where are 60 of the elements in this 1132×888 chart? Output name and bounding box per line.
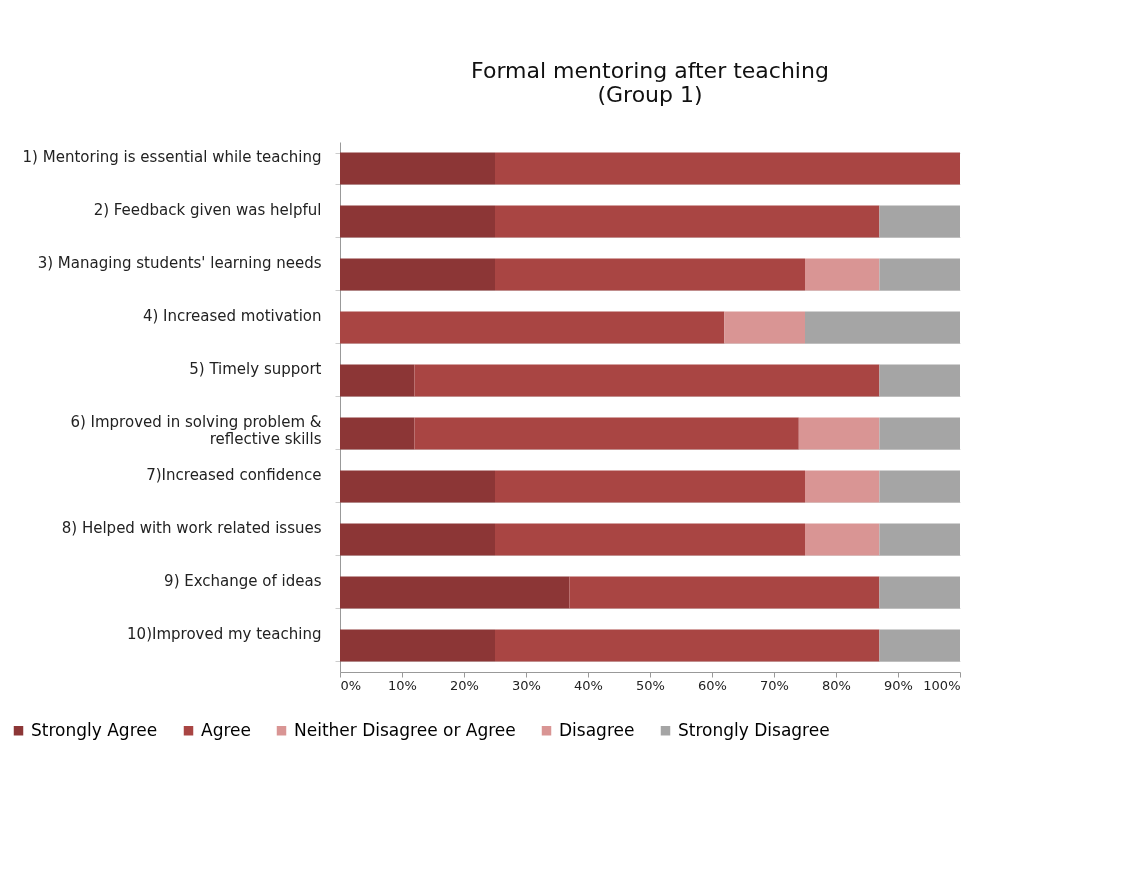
chart-title: Formal mentoring after teaching (Group 1) bbox=[471, 58, 829, 107]
y-tick-label: 7)Increased confidence bbox=[146, 466, 322, 484]
x-tick-label: 10% bbox=[388, 677, 417, 693]
bar bbox=[340, 523, 495, 556]
bar bbox=[340, 205, 495, 238]
bar bbox=[340, 629, 495, 662]
bar bbox=[805, 311, 960, 344]
y-tick-label: 4) Increased motivation bbox=[142, 307, 322, 325]
y-tick-label: 10)Improved my teaching bbox=[127, 625, 322, 643]
x-tick-label: 60% bbox=[698, 677, 727, 693]
bar bbox=[879, 629, 960, 662]
y-tick-label: 1) Mentoring is essential while teaching bbox=[22, 148, 322, 166]
x-tick-label: 100% bbox=[923, 677, 961, 693]
bar bbox=[495, 523, 805, 556]
bar bbox=[340, 152, 495, 185]
bar bbox=[495, 258, 805, 291]
x-tick-label: 90% bbox=[884, 677, 913, 693]
bar bbox=[414, 364, 880, 397]
x-tick-label: 50% bbox=[636, 677, 665, 693]
bar bbox=[495, 629, 880, 662]
x-tick-label: 30% bbox=[512, 677, 541, 693]
legend-label: Agree bbox=[201, 719, 251, 740]
bar bbox=[340, 364, 415, 397]
x-tick-label: 40% bbox=[574, 677, 603, 693]
legend-label: Strongly Agree bbox=[31, 719, 158, 740]
y-tick-label: 6) Improved in solving problem & reflective skills bbox=[70, 413, 322, 448]
y-tick-label: 8) Helped with work related issues bbox=[61, 519, 322, 537]
y-tick-label: 3) Managing students' learning needs bbox=[37, 254, 322, 272]
legend-label: Disagree bbox=[559, 719, 635, 740]
bar bbox=[569, 576, 880, 609]
bar bbox=[495, 470, 805, 503]
bar bbox=[798, 417, 880, 450]
bar bbox=[340, 470, 495, 503]
bar bbox=[879, 364, 960, 397]
bar bbox=[879, 523, 960, 556]
legend-label: Strongly Disagree bbox=[678, 719, 830, 740]
y-tick-label: 5) Timely support bbox=[189, 360, 322, 378]
bar bbox=[414, 417, 799, 450]
bar bbox=[495, 152, 960, 185]
x-tick-label: 0% bbox=[340, 677, 362, 693]
bar bbox=[805, 258, 880, 291]
legend-label: Neither Disagree or Agree bbox=[294, 719, 516, 740]
bar bbox=[879, 417, 960, 450]
x-tick-label: 70% bbox=[760, 677, 789, 693]
bar bbox=[805, 470, 880, 503]
y-tick-label: 2) Feedback given was helpful bbox=[93, 201, 322, 219]
bar bbox=[724, 311, 805, 344]
bar bbox=[340, 311, 725, 344]
bar bbox=[879, 576, 960, 609]
x-tick-label: 20% bbox=[450, 677, 479, 693]
bar bbox=[879, 258, 960, 291]
bar bbox=[879, 205, 960, 238]
bar bbox=[879, 470, 960, 503]
bar bbox=[340, 576, 570, 609]
bar bbox=[495, 205, 880, 238]
y-tick-label: 9) Exchange of ideas bbox=[164, 572, 322, 590]
bar bbox=[340, 258, 495, 291]
bar bbox=[805, 523, 880, 556]
x-tick-label: 80% bbox=[822, 677, 851, 693]
bar bbox=[340, 417, 415, 450]
